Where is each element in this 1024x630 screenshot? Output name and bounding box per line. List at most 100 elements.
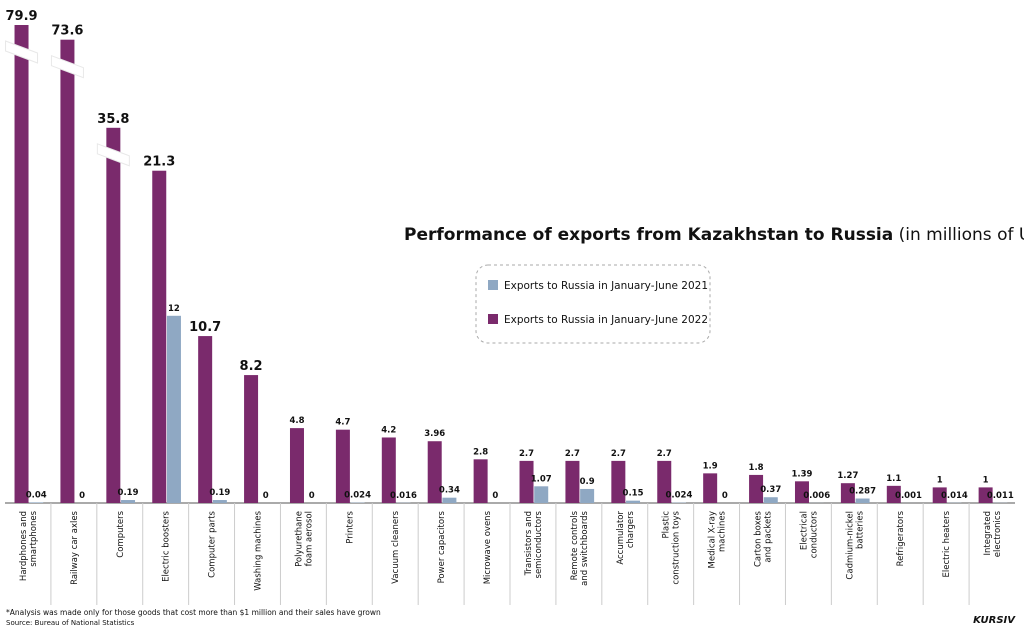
legend-swatch — [488, 314, 498, 324]
x-tick-label: Computers — [116, 510, 126, 557]
bar — [198, 336, 213, 503]
data-label: 1.1 — [886, 474, 901, 484]
x-tick-label: Transistors andsemiconductors — [524, 510, 544, 578]
data-label: 0.024 — [666, 491, 693, 501]
x-tick-label: Hardphones andsmartphones — [19, 510, 39, 581]
x-tick-label: Washing machines — [254, 510, 264, 590]
data-label: 79.9 — [5, 9, 37, 24]
x-tick-label: Electricalconductors — [799, 510, 819, 558]
data-label: 0 — [309, 491, 315, 501]
bar — [473, 459, 488, 503]
x-tick-label-line: Medical X-ray — [708, 511, 718, 568]
bar — [289, 428, 304, 503]
x-tick-label-line: Polyurethane — [294, 511, 304, 567]
bar — [29, 502, 44, 503]
data-label: 0 — [79, 491, 85, 501]
data-label: 2.7 — [565, 449, 580, 459]
bar — [840, 483, 855, 503]
x-tick-label-line: foam aerosol — [304, 511, 314, 566]
bar — [14, 25, 29, 503]
x-tick-label-line: Cadmium-nickel — [845, 511, 855, 580]
legend-box — [475, 264, 711, 344]
data-label: 0.001 — [895, 491, 922, 501]
x-tick-label-line: electronics — [993, 510, 1003, 557]
x-tick-label: Polyurethanefoam aerosol — [294, 511, 314, 567]
bar — [978, 487, 993, 503]
data-label: 0 — [722, 491, 728, 501]
axis-break — [50, 54, 84, 79]
x-tick-label-line: chargers — [626, 510, 636, 548]
bar — [703, 473, 718, 503]
bar — [106, 127, 121, 503]
x-tick-label: Electric heaters — [942, 510, 952, 577]
x-tick-label-line: Integrated — [983, 511, 993, 556]
x-tick-label-line: Transistors and — [524, 511, 534, 576]
x-tick-label-line: Accumulator — [616, 511, 626, 565]
data-label: 1.9 — [703, 461, 718, 471]
x-tick-label-line: Plastic — [662, 511, 672, 539]
x-tick-label-line: and switchboards — [580, 510, 590, 585]
data-label: 4.2 — [381, 425, 396, 435]
bar — [519, 460, 534, 503]
data-label: 0.016 — [390, 491, 417, 501]
brand: KURSIV — [973, 615, 1016, 626]
bar — [855, 498, 870, 503]
data-label: 1.27 — [837, 471, 858, 481]
data-label: 0.34 — [439, 486, 460, 496]
x-tick-label: Plasticconstruction toys — [662, 510, 682, 584]
data-label: 4.7 — [335, 418, 350, 428]
x-tick-label: Power capacitors — [437, 510, 447, 583]
x-tick-label: Electric boosters — [162, 510, 172, 581]
x-tick-label: Refrigerators — [896, 510, 906, 566]
data-label: 2.7 — [657, 449, 672, 459]
x-tick-label: Cadmium-nickelbatteries — [845, 510, 865, 579]
subtitle: (in millions of US dollars) — [899, 225, 1024, 245]
data-label: 1.8 — [749, 463, 764, 473]
x-tick-label-line: construction toys — [672, 510, 682, 584]
footnote: *Analysis was made only for those goods … — [6, 608, 381, 617]
x-tick-label-line: Remote controls — [570, 510, 580, 580]
bar — [626, 500, 641, 503]
x-tick-label: Remote controlsand switchboards — [570, 510, 590, 585]
data-label: 0.006 — [803, 491, 830, 501]
x-tick-label-line: Carton boxes — [754, 510, 764, 567]
x-tick-label-line: Hardphones and — [19, 511, 29, 581]
x-tick-label-line: smartphones — [29, 510, 39, 566]
data-label: 0.024 — [344, 491, 371, 501]
bar — [335, 429, 350, 503]
bar — [794, 481, 809, 503]
data-label: 0 — [492, 491, 498, 501]
data-label: 12 — [168, 304, 180, 314]
data-label: 35.8 — [97, 112, 129, 127]
legend-label: Exports to Russia in January-June 2021 — [504, 280, 708, 292]
bar — [886, 485, 901, 503]
data-label: 8.2 — [240, 359, 263, 374]
data-label: 0.19 — [118, 488, 139, 498]
source: Source: Bureau of National Statistics — [6, 619, 135, 627]
x-tick-label: Accumulatorchargers — [616, 510, 636, 564]
data-label: 4.8 — [289, 416, 304, 426]
x-tick-label: Integratedelectronics — [983, 510, 1003, 557]
data-label: 1 — [983, 475, 989, 485]
data-label: 1.07 — [531, 474, 552, 484]
x-tick-label-line: semiconductors — [534, 510, 544, 578]
data-label: 2.7 — [519, 449, 534, 459]
title: Performance of exports from Kazakhstan t… — [404, 225, 893, 245]
x-tick-label-line: machines — [718, 510, 728, 552]
x-tick-label: Carton boxesand packets — [754, 510, 774, 567]
bar — [244, 375, 259, 503]
bar — [932, 487, 947, 503]
x-tick-label: Printers — [345, 510, 355, 543]
bar — [749, 474, 764, 503]
bar — [534, 486, 549, 503]
data-label: 1 — [937, 475, 943, 485]
x-tick-label: Computer parts — [208, 510, 218, 577]
x-tick-label-line: Electrical — [799, 511, 809, 550]
bar — [212, 500, 227, 503]
x-tick-label: Vacuum cleaners — [391, 510, 401, 583]
x-tick-label-line: batteries — [855, 510, 865, 549]
data-label: 73.6 — [51, 24, 83, 39]
axis-break — [5, 40, 39, 64]
data-label: 10.7 — [189, 320, 221, 335]
bar — [381, 437, 396, 503]
